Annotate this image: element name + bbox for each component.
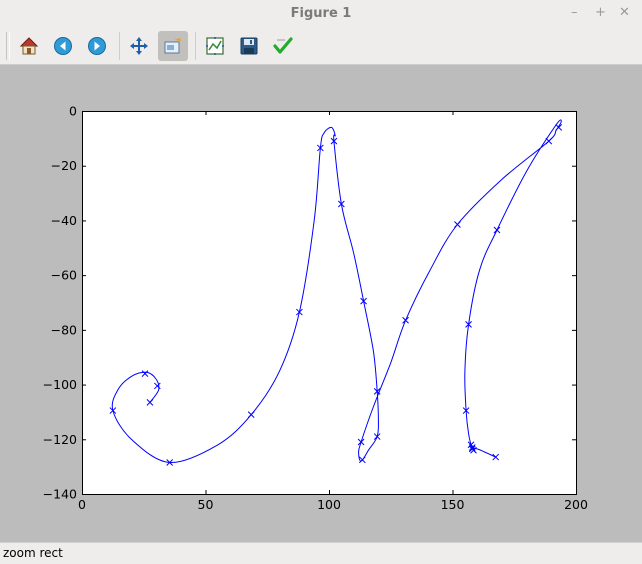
data-point-marker [109, 407, 117, 414]
floppy-disk-icon [240, 37, 258, 55]
move-arrows-icon [130, 37, 148, 55]
x-tick-label: 150 [441, 497, 465, 512]
plot-svg[interactable]: 0 50 100 150 200 0 −20 −40 −60 −80 −100 −120 −140 [0, 65, 642, 542]
data-point-marker [360, 297, 367, 305]
window-titlebar: Figure 1 – + ✕ [0, 0, 642, 29]
data-point-marker [247, 411, 255, 419]
home-button[interactable] [14, 31, 44, 61]
x-tick-label: 50 [198, 497, 214, 512]
subplots-button[interactable] [200, 31, 230, 61]
save-button[interactable] [234, 31, 264, 61]
data-point-marker [358, 456, 366, 464]
y-tick-label: −80 [51, 322, 77, 337]
y-tick-label: 0 [69, 104, 77, 119]
close-button[interactable]: ✕ [619, 5, 630, 20]
data-point-marker [373, 388, 381, 395]
data-point-marker [545, 137, 553, 145]
data-point-marker [296, 308, 303, 316]
data-point-marker [357, 438, 365, 446]
data-point-marker [153, 382, 161, 390]
data-point-marker [317, 144, 324, 152]
x-tick-label: 0 [78, 497, 86, 512]
data-point-marker [146, 399, 154, 406]
y-tick-label: −140 [43, 487, 77, 502]
data-point-marker [454, 221, 461, 228]
checkmark-icon [273, 37, 293, 54]
y-tick-label: −20 [51, 158, 77, 173]
axes-background[interactable] [82, 111, 577, 495]
toolbar-separator [195, 32, 196, 60]
x-axis-ticks: 0 50 100 150 200 [78, 111, 588, 512]
navigation-toolbar [0, 28, 642, 65]
data-point-marker [166, 459, 174, 466]
edit-parameters-button[interactable] [268, 31, 298, 61]
window-title: Figure 1 [290, 6, 352, 21]
maximize-button[interactable]: + [595, 5, 606, 20]
subplots-icon [206, 37, 224, 55]
y-tick-label: −100 [43, 377, 77, 392]
data-point-marker [492, 453, 500, 461]
back-button[interactable] [48, 31, 78, 61]
data-point-marker [337, 200, 345, 208]
y-tick-label: −60 [51, 268, 77, 283]
zoom-button[interactable] [158, 31, 188, 61]
data-point-marker [402, 316, 409, 324]
minimize-button[interactable]: – [571, 5, 578, 20]
arrow-left-icon [54, 37, 72, 55]
x-tick-label: 200 [564, 497, 588, 512]
zoom-rect-icon [164, 38, 181, 54]
data-point-marker [330, 137, 338, 145]
home-icon [19, 37, 39, 55]
toolbar-separator [119, 32, 120, 60]
y-axis-ticks: 0 −20 −40 −60 −80 −100 −120 −140 [43, 104, 576, 502]
status-bar: zoom rect [0, 542, 642, 564]
y-tick-label: −40 [51, 213, 77, 228]
data-point-marker [468, 444, 476, 451]
data-point-marker [493, 226, 501, 234]
forward-button[interactable] [82, 31, 112, 61]
toolbar-grip[interactable] [6, 32, 10, 60]
y-tick-label: −120 [43, 432, 77, 447]
pan-button[interactable] [124, 31, 154, 61]
data-point-marker [465, 321, 472, 328]
arrow-right-icon [88, 37, 106, 55]
data-point-marker [555, 124, 563, 131]
status-message: zoom rect [3, 546, 63, 560]
series-markers [109, 124, 563, 466]
x-tick-label: 100 [317, 497, 341, 512]
data-point-marker [141, 370, 149, 377]
data-point-marker [373, 433, 381, 440]
figure-canvas[interactable]: 0 50 100 150 200 0 −20 −40 −60 −80 −100 −120 −140 [0, 65, 642, 542]
data-point-marker [462, 407, 470, 414]
